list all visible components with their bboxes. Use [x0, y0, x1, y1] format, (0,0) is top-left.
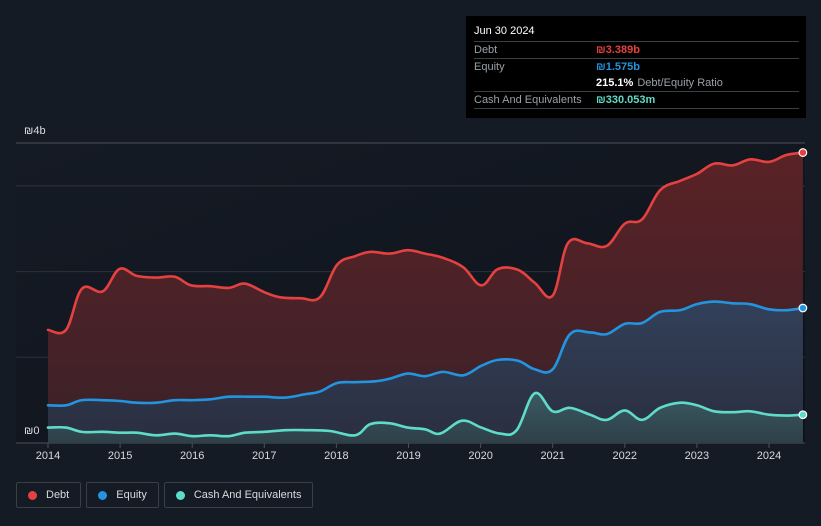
end-markers	[798, 148, 808, 420]
series-lines	[46, 151, 805, 438]
tooltip-row-cash: Cash And Equivalents ₪330.053m	[474, 92, 799, 109]
tooltip-row-debt: Debt ₪3.389b	[474, 42, 799, 59]
x-tick-label: 2017	[252, 450, 277, 462]
x-ticks	[47, 443, 770, 448]
chart-legend: Debt Equity Cash And Equivalents	[16, 482, 314, 508]
tooltip-debt-label: Debt	[474, 44, 498, 56]
tooltip-panel: Jun 30 2024 Debt ₪3.389b Equity ₪1.575b …	[466, 16, 806, 118]
equity-end-marker	[798, 303, 808, 313]
equity-line	[46, 300, 805, 407]
debt-end-marker	[798, 148, 808, 157]
x-tick-label: 2022	[612, 450, 638, 462]
tooltip-row-equity: Equity ₪1.575b	[474, 59, 799, 75]
legend-dot-icon	[28, 490, 37, 500]
legend-dot-icon	[98, 490, 108, 500]
tooltip-date: Jun 30 2024	[474, 23, 799, 42]
x-tick-label: 2014	[35, 450, 61, 462]
legend-item-cash[interactable]: Cash And Equivalents	[163, 482, 314, 508]
x-tick-label: 2021	[540, 450, 565, 462]
tooltip-debt-value: ₪3.389b	[596, 44, 640, 56]
tooltip-ratio-label: Debt/Equity Ratio	[637, 77, 723, 89]
debt-line	[46, 151, 805, 335]
legend-label: Cash And Equivalents	[193, 489, 302, 501]
x-tick-label: 2020	[468, 450, 493, 462]
tooltip-equity-label: Equity	[474, 61, 505, 73]
x-tick-label: 2016	[179, 450, 205, 462]
tooltip-row-ratio: 215.1% Debt/Equity Ratio	[474, 75, 799, 92]
tooltip-equity-value: ₪1.575b	[596, 61, 640, 73]
cash-area	[48, 392, 803, 443]
x-tick-label: 2024	[756, 450, 782, 462]
cash-line	[46, 391, 805, 438]
legend-item-equity[interactable]: Equity	[86, 482, 159, 508]
x-tick-label: 2015	[107, 450, 133, 462]
y-tick-label-zero: ₪0	[24, 425, 40, 437]
legend-dot-icon	[175, 490, 185, 500]
y-tick-label-top: ₪4b	[24, 125, 46, 137]
legend-label: Debt	[46, 489, 70, 501]
x-tick-label: 2019	[396, 450, 421, 462]
tooltip-cash-label: Cash And Equivalents	[474, 94, 582, 106]
x-tick-label: 2023	[684, 450, 710, 462]
equity-area	[48, 301, 803, 443]
tooltip-cash-value: ₪330.053m	[596, 94, 656, 106]
tooltip-ratio-value: 215.1%	[596, 77, 634, 89]
series-areas	[48, 152, 803, 444]
cash-end-marker	[798, 410, 808, 420]
legend-label: Equity	[116, 489, 147, 501]
legend-item-debt[interactable]: Debt	[16, 482, 82, 508]
x-tick-label: 2018	[324, 450, 349, 462]
